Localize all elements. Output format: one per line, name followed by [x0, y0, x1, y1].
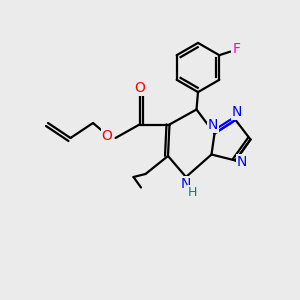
- Text: H: H: [188, 185, 197, 199]
- Text: N: N: [237, 155, 247, 169]
- Text: O: O: [135, 81, 146, 95]
- Text: F: F: [232, 42, 240, 56]
- Text: O: O: [102, 130, 112, 143]
- Text: N: N: [208, 118, 218, 132]
- Text: N: N: [232, 105, 242, 118]
- Text: N: N: [181, 178, 191, 191]
